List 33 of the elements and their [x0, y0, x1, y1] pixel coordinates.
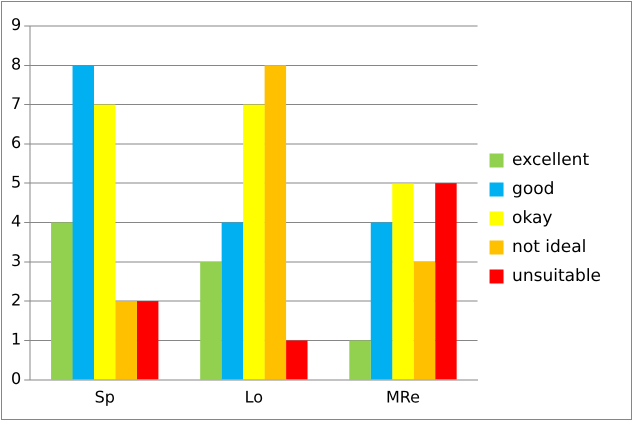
- y-tick-label: 6: [10, 133, 22, 152]
- bar: [286, 340, 308, 380]
- bar: [115, 301, 137, 380]
- legend-label: unsuitable: [512, 266, 602, 286]
- bar: [72, 65, 94, 380]
- bar: [51, 222, 73, 380]
- y-tick-label: 4: [10, 212, 22, 231]
- bar: [392, 183, 414, 380]
- legend-label: good: [512, 178, 554, 199]
- bar: [243, 104, 265, 380]
- y-tick-label: 2: [10, 290, 22, 310]
- bar: [264, 65, 286, 380]
- bar: [370, 222, 392, 380]
- bar: [94, 104, 116, 380]
- bar: [435, 183, 457, 380]
- bar: [349, 340, 371, 380]
- y-tick-label: 7: [10, 94, 22, 113]
- y-tick-label: 0: [10, 368, 22, 388]
- y-tick-label: 9: [10, 15, 22, 34]
- legend-label: okay: [512, 208, 552, 228]
- legend-label: not ideal: [512, 236, 586, 257]
- bar: [136, 301, 158, 380]
- y-tick-label: 1: [10, 330, 22, 349]
- x-tick-label: Lo: [244, 388, 264, 407]
- legend-label: excellent: [512, 150, 590, 170]
- y-tick-label: 3: [10, 251, 22, 270]
- x-tick-label: Sp: [94, 388, 115, 407]
- bar: [414, 262, 436, 380]
- bar: [200, 262, 222, 380]
- y-tick-label: 5: [10, 172, 22, 192]
- bar: [222, 222, 244, 380]
- y-tick-label: 8: [10, 54, 22, 74]
- x-tick-label: MRe: [386, 388, 420, 407]
